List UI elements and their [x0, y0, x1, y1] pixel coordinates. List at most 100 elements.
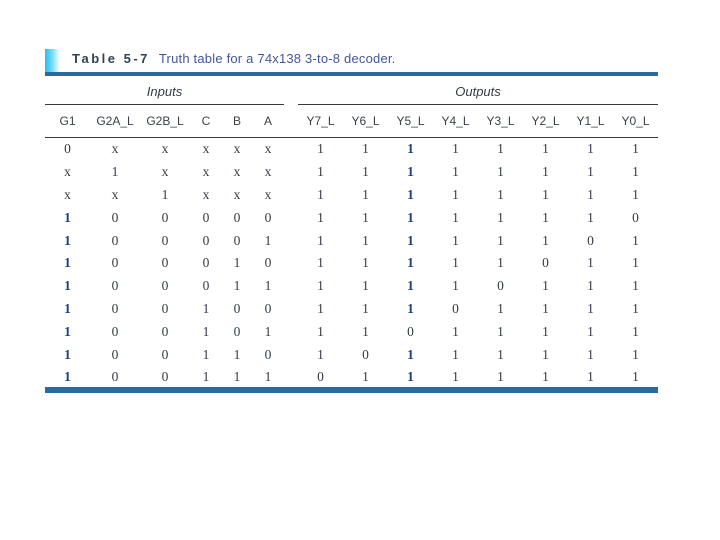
- table-cell-r5-g2a_l: 0: [111, 232, 119, 248]
- table-cell-r1-g2b_l: x: [161, 141, 169, 157]
- table-cell-r11-y6_l: 1: [362, 369, 369, 385]
- row-gap: [284, 206, 298, 229]
- table-cell-r2-y3_l: 1: [497, 164, 504, 180]
- table-cell-r3-g2a_l: x: [111, 186, 119, 202]
- table-cell-r11-y5_l: 1: [407, 369, 414, 385]
- table-cell-r4-y5_l: 1: [407, 209, 414, 225]
- group-header-inputs: Inputs: [45, 76, 284, 105]
- table-cell-r4-c: 0: [202, 209, 210, 225]
- table-cell-r10-c: 1: [202, 346, 210, 362]
- column-header-b: B: [222, 105, 252, 138]
- table-cell-r2-g1: x: [64, 164, 71, 180]
- table-cell-r10-y5_l: 1: [407, 346, 414, 362]
- table-cell-r4-b: 0: [233, 209, 241, 225]
- table-cell-r4-y2_l: 1: [542, 209, 549, 225]
- table-cell-r2-y5_l: 1: [407, 164, 414, 180]
- table-cell-r11-b: 1: [233, 369, 241, 385]
- table-cell-r3-y1_l: 1: [587, 186, 594, 202]
- table-cell-r9-c: 1: [202, 323, 210, 339]
- table-cell-r11-a: 1: [264, 369, 272, 385]
- row-gap: [284, 184, 298, 207]
- table-cell-r4-y1_l: 1: [587, 209, 594, 225]
- table-cell-r8-y4_l: 0: [452, 300, 459, 316]
- column-header-y0_l: Y0_L: [613, 105, 658, 138]
- table-cell-r2-y7_l: 1: [317, 164, 324, 180]
- table-cell-r1-y4_l: 1: [452, 141, 459, 157]
- table-cell-r3-g2b_l: 1: [161, 186, 169, 202]
- table-cell-r4-g2a_l: 0: [111, 209, 119, 225]
- table-cell-r11-y3_l: 1: [497, 369, 504, 385]
- table-cell-r9-g2b_l: 0: [161, 323, 169, 339]
- table-cell-r5-y7_l: 1: [317, 232, 324, 248]
- column-header-c: C: [190, 105, 222, 138]
- table-cell-r7-y0_l: 1: [632, 278, 639, 294]
- table-cell-r6-c: 0: [202, 255, 210, 271]
- table-cell-r4-y4_l: 1: [452, 209, 459, 225]
- table-cell-r10-a: 0: [264, 346, 272, 362]
- header-gap: [284, 105, 298, 138]
- table-caption-row: Table 5-7 Truth table for a 74x138 3-to-…: [45, 49, 396, 72]
- table-cell-r4-g2b_l: 0: [161, 209, 169, 225]
- table-cell-r3-y6_l: 1: [362, 186, 369, 202]
- table-cell-r5-g1: 1: [64, 232, 71, 248]
- table-cell-r5-b: 0: [233, 232, 241, 248]
- table-cell-r6-y7_l: 1: [317, 255, 324, 271]
- table-cell-r1-y5_l: 1: [407, 141, 414, 157]
- table-cell-r10-y0_l: 1: [632, 346, 639, 362]
- table-cell-r3-y4_l: 1: [452, 186, 459, 202]
- table-cell-r1-y0_l: 1: [632, 141, 639, 157]
- table-cell-r2-b: x: [233, 164, 241, 180]
- table-cell-r10-g1: 1: [64, 346, 71, 362]
- table-title: Truth table for a 74x138 3-to-8 decoder.: [158, 51, 396, 66]
- table-cell-r6-y6_l: 1: [362, 255, 369, 271]
- table-cell-r1-b: x: [233, 141, 241, 157]
- table-cell-r7-g2a_l: 0: [111, 278, 119, 294]
- table-cell-r2-y4_l: 1: [452, 164, 459, 180]
- table-cell-r7-y7_l: 1: [317, 278, 324, 294]
- table-cell-r10-y3_l: 1: [497, 346, 504, 362]
- table-cell-r10-y2_l: 1: [542, 346, 549, 362]
- table-cell-r3-a: x: [264, 186, 272, 202]
- table-cell-r7-y5_l: 1: [407, 278, 414, 294]
- table-cell-r1-c: x: [202, 141, 210, 157]
- table-cell-r8-g2b_l: 0: [161, 300, 169, 316]
- table-cell-r7-y4_l: 1: [452, 278, 459, 294]
- table-cell-r10-y7_l: 1: [317, 346, 324, 362]
- table-cell-r2-y2_l: 1: [542, 164, 549, 180]
- table-cell-r4-y3_l: 1: [497, 209, 504, 225]
- table-cell-r10-y6_l: 0: [362, 346, 369, 362]
- table-cell-r11-y7_l: 0: [317, 369, 324, 385]
- table-cell-r7-y6_l: 1: [362, 278, 369, 294]
- table-cell-r3-c: x: [202, 186, 210, 202]
- table-cell-r10-y4_l: 1: [452, 346, 459, 362]
- column-header-g1: G1: [45, 105, 90, 138]
- table-cell-r10-g2a_l: 0: [111, 346, 119, 362]
- table-cell-r11-y0_l: 1: [632, 369, 639, 385]
- table-cell-r2-g2a_l: 1: [111, 164, 119, 180]
- table-cell-r6-y0_l: 1: [632, 255, 639, 271]
- table-cell-r1-y7_l: 1: [317, 141, 324, 157]
- table-cell-r11-g2b_l: 0: [161, 369, 169, 385]
- row-gap: [284, 275, 298, 298]
- table-cell-r8-y3_l: 1: [497, 300, 504, 316]
- column-header-y4_l: Y4_L: [433, 105, 478, 138]
- column-header-y1_l: Y1_L: [568, 105, 613, 138]
- table-cell-r2-c: x: [202, 164, 210, 180]
- row-gap: [284, 229, 298, 252]
- row-gap: [284, 343, 298, 366]
- table-cell-r4-y6_l: 1: [362, 209, 369, 225]
- table-cell-r4-a: 0: [264, 209, 272, 225]
- table-cell-r8-a: 0: [264, 300, 272, 316]
- column-header-y2_l: Y2_L: [523, 105, 568, 138]
- table-cell-r8-c: 1: [202, 300, 210, 316]
- table-cell-r4-y0_l: 0: [632, 209, 639, 225]
- table-cell-r7-y3_l: 0: [497, 278, 504, 294]
- gradient-bullet-icon: [45, 49, 59, 72]
- row-gap: [284, 161, 298, 184]
- table-cell-r9-a: 1: [264, 323, 272, 339]
- table-cell-r4-y7_l: 1: [317, 209, 324, 225]
- column-header-a: A: [252, 105, 284, 138]
- table-cell-r9-b: 0: [233, 323, 241, 339]
- row-gap: [284, 298, 298, 321]
- table-cell-r5-y2_l: 1: [542, 232, 549, 248]
